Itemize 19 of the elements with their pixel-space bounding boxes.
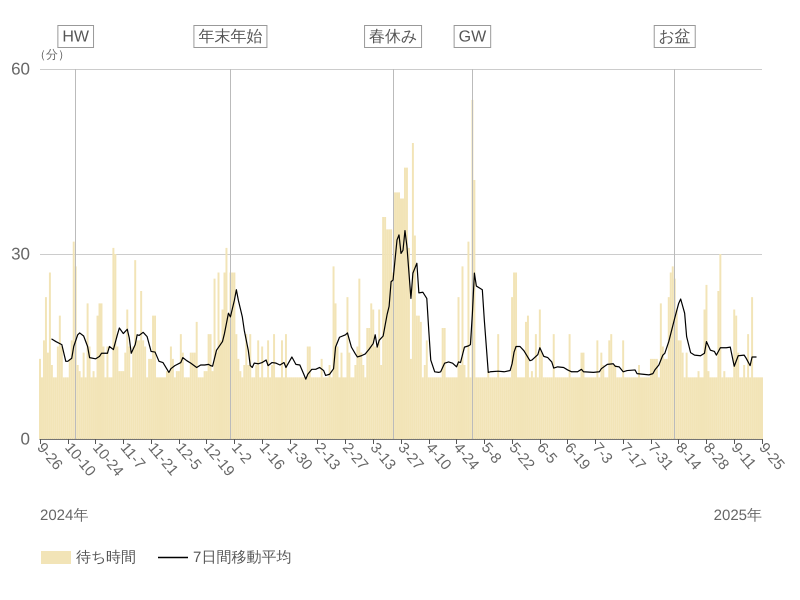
- x-tick-label: 1-30: [283, 440, 316, 474]
- ref-line-label: HW: [62, 28, 90, 46]
- y-tick-label: 0: [20, 430, 30, 448]
- x-tick-label: 3-27: [394, 440, 427, 474]
- y-tick-label: 60: [11, 60, 30, 78]
- ref-line-label: 年末年始: [198, 28, 262, 46]
- legend-label: 待ち時間: [76, 549, 136, 566]
- y-axis-title: （分）: [34, 48, 70, 62]
- text: 2025年: [714, 507, 762, 524]
- text: 2024年: [40, 507, 88, 524]
- x-tick-label: 6-5: [533, 440, 560, 468]
- x-tick-label: 7-3: [588, 440, 616, 468]
- ref-line-label: お盆: [658, 28, 691, 46]
- legend-label: 7日間移動平均: [193, 549, 292, 566]
- ref-line-label: GW: [458, 28, 488, 46]
- y-tick-label: 30: [11, 244, 30, 264]
- x-tick-label: 2-27: [338, 440, 372, 474]
- x-tick-label: 7-17: [616, 440, 649, 474]
- ref-line-label: 春休み: [369, 28, 418, 46]
